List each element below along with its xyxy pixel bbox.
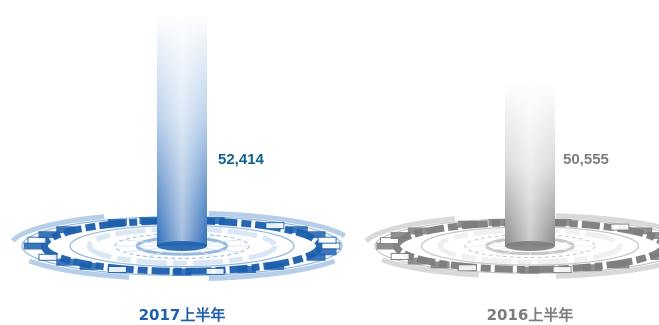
- ring-tile: [650, 232, 659, 240]
- ring-arc: [381, 257, 479, 278]
- ring-tile: [321, 242, 341, 250]
- ring-tile: [205, 217, 225, 225]
- bar-group-2017: 52,414 2017上半年: [10, 14, 347, 324]
- ring-tile: [56, 258, 76, 266]
- ring-tile: [23, 242, 43, 250]
- ring-tile: [457, 264, 477, 272]
- ring-tile: [390, 252, 410, 260]
- ring-arc: [10, 214, 105, 243]
- ring-tile: [38, 253, 58, 261]
- ring-tile: [172, 268, 192, 276]
- ring-tile: [430, 261, 450, 269]
- ring-tile: [520, 266, 540, 274]
- ring-tile: [379, 237, 399, 245]
- ring-tile: [79, 262, 99, 270]
- ring-tile: [583, 264, 603, 272]
- value-label-2016: 50,555: [563, 151, 609, 168]
- ring-tile: [407, 257, 427, 265]
- ring-tile: [488, 218, 508, 226]
- base-rings-2016: [364, 213, 659, 279]
- ring-tile: [27, 236, 47, 244]
- ring-arc: [208, 258, 336, 282]
- ring-tile: [288, 226, 308, 234]
- ring-tile: [205, 267, 225, 275]
- ring-tile: [552, 266, 572, 274]
- ring-tile: [107, 265, 127, 273]
- ring-tile: [610, 261, 630, 269]
- bar-2017-base: [157, 241, 207, 251]
- ring-tile: [407, 227, 427, 235]
- bar-2017-shine: [157, 14, 207, 246]
- ring-tile: [38, 231, 58, 239]
- bar-group-2016: 50,555 2016上半年: [364, 84, 659, 324]
- ring-tile: [265, 262, 285, 270]
- category-label-2016: 2016上半年: [487, 306, 574, 324]
- ring-arc: [208, 210, 347, 238]
- ring-arc: [555, 262, 659, 279]
- ring-tile: [610, 223, 630, 231]
- value-label-2017: 52,414: [218, 151, 265, 168]
- ring-tile: [306, 231, 326, 239]
- ring-arc: [28, 258, 130, 280]
- ring-tile: [650, 252, 659, 260]
- ring-tile: [317, 248, 337, 256]
- bar-2016-shine: [505, 84, 555, 246]
- bar-2016-base: [505, 241, 555, 251]
- ring-tile: [56, 226, 76, 234]
- ring-tile: [306, 253, 326, 261]
- ring-tile: [552, 218, 572, 226]
- ring-arc: [555, 213, 659, 230]
- ring-tile: [457, 220, 477, 228]
- ring-tile: [633, 227, 653, 235]
- ring-tile: [390, 232, 410, 240]
- ring-arc: [364, 216, 455, 243]
- ring-tile: [265, 222, 285, 230]
- category-label-2017: 2017上半年: [139, 306, 226, 324]
- ring-tile: [317, 236, 337, 244]
- ring-tile: [237, 265, 257, 273]
- ring-tile: [107, 219, 127, 227]
- ring-tile: [139, 217, 159, 225]
